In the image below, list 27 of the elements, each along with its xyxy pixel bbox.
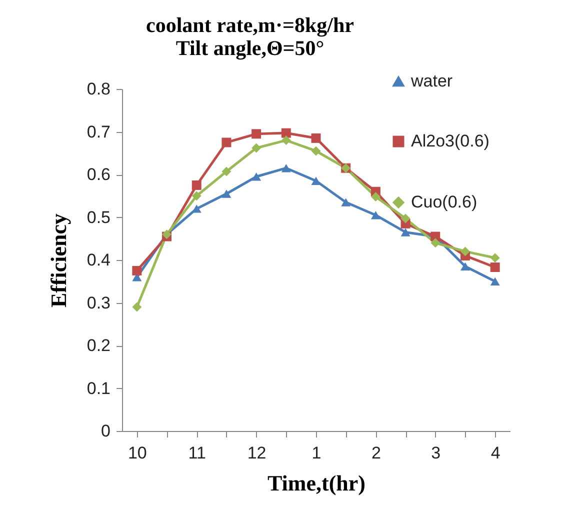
x-tick-label: 1 (312, 444, 322, 462)
y-tick-label: 0.8 (86, 80, 110, 98)
legend-label: Cuo(0.6) (411, 192, 478, 212)
legend-label: Al2o3(0.6) (411, 132, 490, 150)
point (490, 262, 500, 272)
point (370, 192, 380, 202)
chart-title: coolant rate,m·=8kg/hr (146, 13, 354, 37)
y-tick-label: 0.7 (86, 122, 110, 142)
x-tick-label: 4 (490, 444, 500, 462)
y-tick-label: 0.2 (86, 336, 110, 355)
x-tick-label: 2 (371, 444, 381, 462)
x-tick-label: 10 (128, 444, 147, 462)
y-tick-label: 0.3 (86, 293, 110, 312)
y-axis-title: Efficiency (46, 213, 71, 308)
point (460, 246, 470, 256)
y-tick-label: 0 (101, 422, 110, 440)
x-axis-title: Time,t(hr) (268, 470, 366, 496)
x-tick-label: 3 (431, 444, 441, 462)
y-tick-label: 0.1 (86, 378, 110, 398)
x-tick-label: 11 (188, 444, 206, 462)
point (460, 262, 470, 271)
x-tick-label: 12 (247, 444, 266, 462)
y-tick-label: 0.5 (86, 208, 110, 227)
chart-subtitle: Tilt angle,Θ=50° (176, 36, 324, 60)
legend-label: water (410, 72, 453, 90)
y-tick-label: 0.4 (86, 250, 110, 270)
y-tick-label: 0.6 (86, 165, 110, 184)
